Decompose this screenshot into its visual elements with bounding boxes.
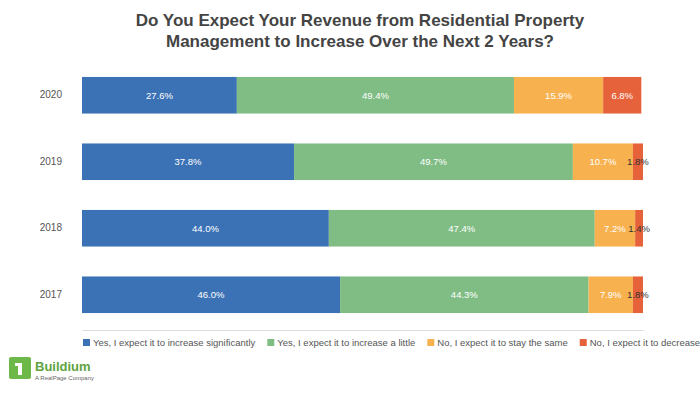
y-tick-label: 2018 — [40, 222, 63, 233]
y-tick: 2018 — [40, 222, 63, 233]
y-tick-label: 2019 — [40, 156, 63, 167]
bar-segment — [573, 143, 633, 180]
data-label: 7.9% — [600, 289, 622, 300]
legend-label: No, I expect it to decrease — [590, 337, 700, 348]
data-label: 1.4% — [628, 223, 650, 234]
bar-segment — [82, 77, 237, 114]
data-labels: 27.6% 37.8% 44.0% 46.0% 49.4% 49.7% 47.4% 44.3%… — [146, 90, 651, 301]
data-label: 15.9% — [545, 90, 572, 101]
legend-swatch — [427, 339, 434, 346]
data-label: 44.3% — [451, 289, 478, 300]
y-tick-label: 2020 — [40, 89, 63, 100]
legend-label: No, I expect it to stay the same — [437, 337, 567, 348]
logo-icon — [9, 357, 31, 379]
data-label: 6.8% — [611, 90, 633, 101]
bars — [82, 77, 643, 313]
logo-name: Buildium — [35, 359, 91, 374]
legend: Yes, I expect it to increase significant… — [83, 337, 700, 348]
title: Do You Expect Your Revenue from Resident… — [136, 11, 585, 51]
data-label: 1.8% — [627, 289, 649, 300]
data-label: 7.2% — [604, 223, 626, 234]
legend-label: Yes, I expect it to increase a little — [277, 337, 415, 348]
legend-swatch — [83, 339, 90, 346]
legend-swatch — [267, 339, 274, 346]
y-axis: 2020 2019 2018 2017 — [40, 89, 63, 300]
data-label: 49.7% — [420, 156, 447, 167]
data-label: 47.4% — [448, 223, 475, 234]
data-label: 10.7% — [589, 156, 616, 167]
y-tick: 2019 — [40, 156, 63, 167]
legend-swatch — [580, 339, 587, 346]
y-tick: 2017 — [40, 289, 63, 300]
bar-segment — [514, 77, 603, 114]
bar-segment — [603, 77, 641, 114]
logo-tagline: A RealPage Company — [35, 375, 94, 381]
bar-segment — [237, 77, 514, 114]
x-axis — [83, 330, 644, 331]
bar-segment — [294, 143, 573, 180]
data-label: 27.6% — [146, 90, 173, 101]
bar-segment — [82, 276, 340, 313]
y-tick-label: 2017 — [40, 289, 63, 300]
bar-segment — [82, 210, 329, 247]
data-label: 37.8% — [175, 156, 202, 167]
data-label: 1.8% — [627, 156, 649, 167]
legend-label: Yes, I expect it to increase significant… — [93, 337, 256, 348]
bar-segment — [82, 143, 294, 180]
logo: BuildiumA RealPage Company — [9, 357, 94, 381]
bar-segment — [340, 276, 589, 313]
data-label: 49.4% — [362, 90, 389, 101]
x-axis-line — [83, 330, 644, 331]
logo-icon-glyph — [15, 363, 22, 375]
bar-segment — [329, 210, 595, 247]
data-label: 44.0% — [192, 223, 219, 234]
y-tick: 2020 — [40, 89, 63, 100]
chart: Do You Expect Your Revenue from Resident… — [0, 0, 700, 394]
data-label: 46.0% — [198, 289, 225, 300]
